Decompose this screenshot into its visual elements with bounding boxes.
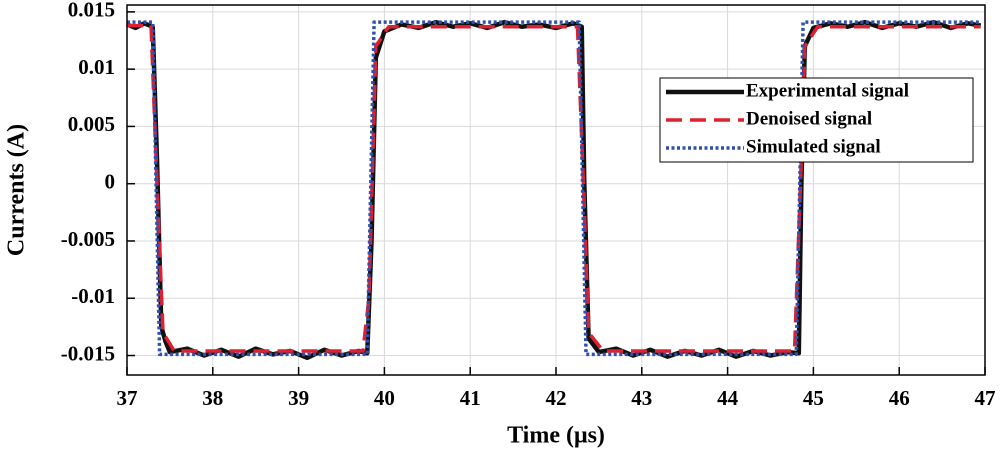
series-line [127, 23, 981, 353]
y-tick-label: 0.01 [78, 55, 115, 79]
x-tick-label: 39 [288, 386, 309, 410]
legend-label: Experimental signal [746, 80, 909, 101]
plot-frame [126, 4, 986, 376]
y-tick-label: 0.005 [68, 112, 115, 136]
x-tick-label: 37 [117, 386, 138, 410]
x-tick-label: 41 [460, 386, 481, 410]
y-axis-label: Currents (A) [4, 124, 30, 256]
y-tick-label: -0.015 [61, 341, 115, 365]
series-line [127, 20, 981, 357]
legend-label: Simulated signal [746, 136, 881, 157]
x-tick-label: 44 [717, 386, 739, 410]
x-tick-label: 42 [546, 386, 567, 410]
y-tick-label: 0.015 [68, 0, 115, 22]
x-tick-label: 46 [889, 386, 910, 410]
series-line [126, 19, 982, 361]
x-tick-label: 43 [631, 386, 652, 410]
x-tick-label: 45 [803, 386, 824, 410]
x-axis-label: Time (μs) [507, 423, 605, 449]
x-tick-label: 40 [374, 386, 395, 410]
y-tick-label: -0.005 [61, 227, 115, 251]
legend-label: Denoised signal [746, 108, 872, 129]
x-tick-label: 47 [975, 386, 996, 410]
y-tick-label: -0.01 [71, 284, 115, 308]
x-tick-label: 38 [202, 386, 223, 410]
y-tick-label: 0 [105, 170, 116, 194]
